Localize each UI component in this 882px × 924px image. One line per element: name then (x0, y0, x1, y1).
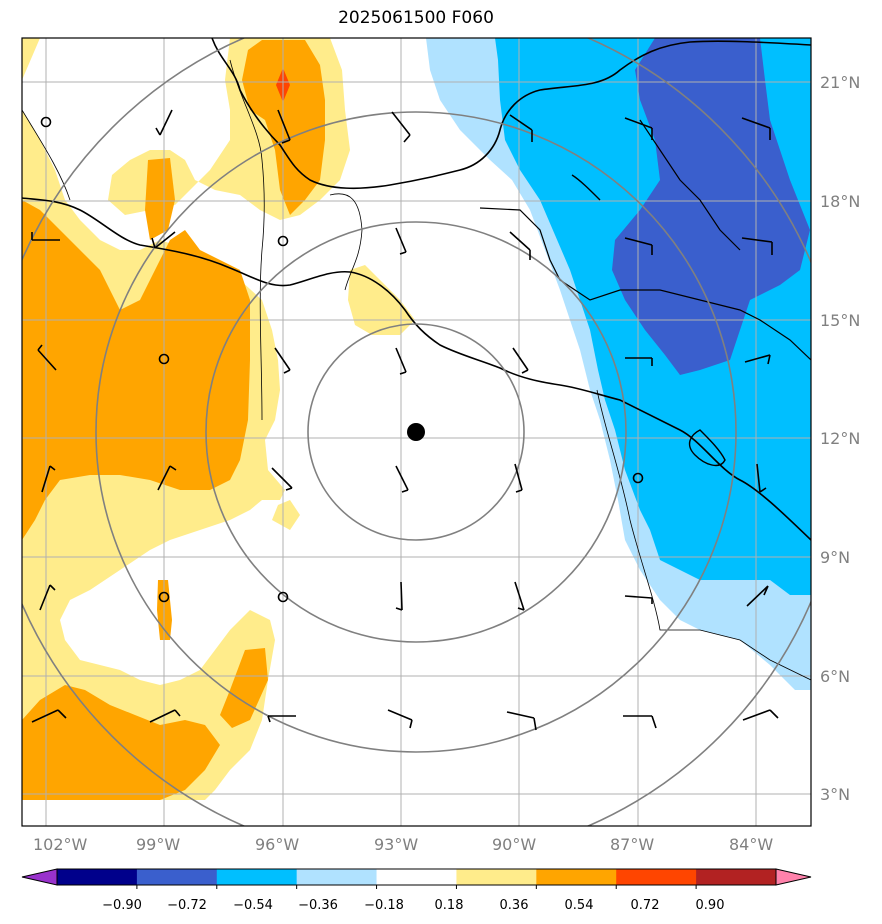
wind-barb (149, 709, 181, 723)
lat-label: 18°N (820, 192, 860, 211)
map-title: 2025061500 F060 (338, 8, 494, 28)
storm-center-marker (407, 423, 425, 441)
lat-label: 12°N (820, 429, 860, 448)
lon-label: 84°W (729, 835, 773, 854)
colorbar-cell (296, 869, 378, 885)
wind-barb (267, 715, 296, 723)
range-rings (22, 38, 811, 826)
colorbar-cell (616, 869, 697, 885)
field-sky-blue-patch (806, 440, 811, 480)
wind-barb (514, 581, 525, 611)
wind-barb (395, 581, 403, 611)
lat-label: 9°N (820, 548, 850, 567)
lon-label: 87°W (610, 835, 654, 854)
wind-barb (746, 585, 769, 607)
colorbar-tick-label: 0.36 (500, 898, 529, 913)
latitude-labels: 21°N 18°N 15°N 12°N 9°N 6°N 3°N (820, 73, 860, 804)
wind-barb (391, 111, 411, 143)
lon-label: 96°W (255, 835, 299, 854)
wind-barb (509, 231, 531, 260)
lat-label: 15°N (820, 311, 860, 330)
wind-barb (506, 711, 537, 731)
wind-barb (395, 465, 409, 493)
wind-barb (742, 709, 779, 721)
colorbar-tick-label: −0.72 (167, 898, 207, 913)
colorbar-tick-label: −0.90 (102, 898, 142, 913)
wind-barb (509, 114, 533, 142)
colorbar-tick-label: −0.18 (364, 898, 404, 913)
calm-wind-marker (277, 591, 289, 603)
wind-barb (37, 344, 57, 371)
field-white-south (22, 800, 811, 826)
coastlines (22, 38, 811, 681)
wind-barb (625, 357, 653, 366)
wind-barb (274, 347, 291, 374)
colorbar-ticks (136, 885, 697, 889)
wind-barb (395, 227, 407, 255)
wind-barbs (31, 109, 779, 731)
wind-barb (31, 709, 67, 723)
lon-label: 99°W (136, 835, 180, 854)
colorbar-tick-label: −0.36 (298, 898, 338, 913)
wind-barb (387, 709, 413, 729)
wind-barb (624, 595, 653, 604)
wind-barb (31, 232, 60, 241)
wind-barb (151, 231, 176, 249)
colorbar-cell (57, 869, 138, 885)
wind-barb (39, 584, 56, 611)
colorbar-extend-high (775, 868, 812, 886)
field-orange-west (22, 200, 250, 540)
field-orange-small (145, 158, 175, 240)
wind-barb (624, 117, 653, 140)
wind-barb (741, 117, 771, 140)
wind-barb (741, 237, 773, 255)
colorbar-cells (56, 868, 777, 886)
wind-barb (756, 463, 767, 493)
wind-barb (624, 237, 653, 255)
calm-wind-marker (158, 353, 170, 365)
wind-barb (157, 465, 177, 491)
colorbar-cell (376, 869, 457, 885)
wind-barb (623, 715, 657, 729)
colorbar-cell (136, 869, 218, 885)
lat-label: 21°N (820, 73, 860, 92)
colorbar-cell (536, 869, 617, 885)
wind-barb (41, 465, 56, 493)
wind-barb (512, 347, 529, 374)
colorbar-cell (216, 869, 298, 885)
field-orange-sliver (220, 648, 268, 728)
field-orange-south (22, 685, 220, 800)
wind-barb (277, 109, 291, 144)
calm-wind-marker (40, 116, 52, 128)
calm-wind-marker (158, 591, 170, 603)
field-pale-yellow-spot (272, 500, 300, 530)
lat-label: 3°N (820, 785, 850, 804)
colorbar-cell (456, 869, 537, 885)
wind-barb (395, 347, 407, 375)
colorbar-tick-label: 0.72 (631, 898, 660, 913)
lon-label: 93°W (374, 835, 418, 854)
lon-label: 102°W (33, 835, 88, 854)
longitude-labels: 102°W 99°W 96°W 93°W 90°W 87°W 84°W (33, 835, 773, 854)
calm-wind-marker (632, 472, 644, 484)
colorbar-tick-label: 0.90 (696, 898, 725, 913)
colorbar: −0.90 −0.72 −0.54 −0.36 −0.18 0.18 0.36 … (21, 868, 812, 913)
colorbar-tick-label: 0.54 (565, 898, 594, 913)
map-frame (21, 37, 812, 827)
lat-label: 6°N (820, 667, 850, 686)
colorbar-cell (696, 869, 777, 885)
wind-barb (514, 463, 523, 493)
field-pale-yellow-isthmus (348, 265, 415, 335)
wind-barb (744, 354, 771, 365)
colorbar-tick-label: −0.54 (233, 898, 273, 913)
calm-wind-marker (277, 235, 289, 247)
wind-barb (155, 109, 173, 136)
colorbar-extend-low (21, 868, 58, 886)
wind-barb (271, 467, 293, 491)
lon-label: 90°W (492, 835, 536, 854)
colorbar-tick-label: 0.18 (435, 898, 464, 913)
